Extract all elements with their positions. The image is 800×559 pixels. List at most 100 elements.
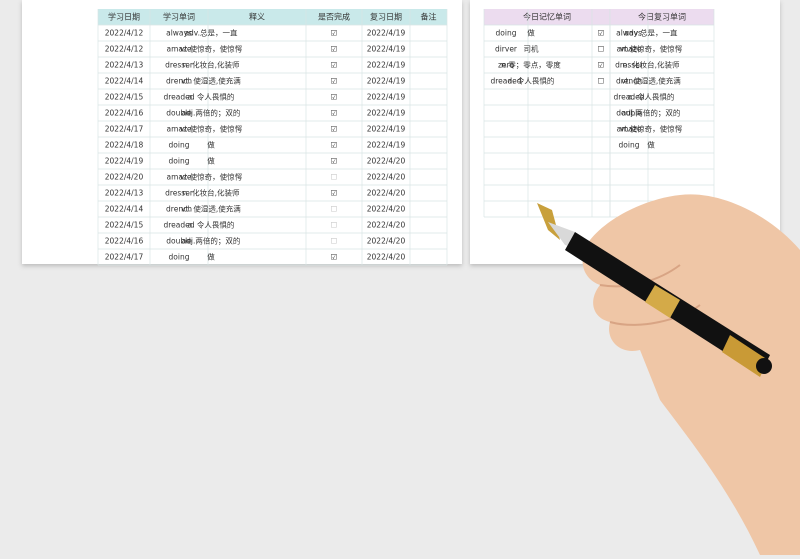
cell: 2022/4/13 — [105, 61, 144, 70]
cell: ☑ — [331, 77, 338, 86]
cell: n. 化妆台,化装师 — [183, 60, 240, 70]
cell: 2022/4/19 — [367, 45, 406, 54]
cell: ☑ — [598, 29, 605, 38]
cell: ☐ — [598, 45, 605, 54]
cell: adv.总是，一直 — [184, 28, 238, 38]
cell: ☑ — [331, 93, 338, 102]
cell: 2022/4/13 — [105, 189, 144, 198]
cell: 2022/4/20 — [367, 205, 406, 214]
cell: dresser — [165, 189, 194, 198]
cell: ☑ — [598, 61, 605, 70]
cell: ☑ — [331, 45, 338, 54]
cell: vt.使惊奇，使惊愕 — [180, 172, 243, 182]
header-bg — [484, 9, 610, 25]
cell: 2022/4/20 — [367, 237, 406, 246]
cell: drench — [616, 77, 642, 86]
cell: ☐ — [598, 77, 605, 86]
cell: double — [166, 109, 192, 118]
cell: n.零；零点，零度 — [501, 60, 561, 70]
cell: amaze — [616, 125, 641, 134]
cell: adj.两倍的；双的 — [622, 108, 681, 118]
cell: vt. 使湿透,使充满 — [181, 76, 241, 86]
cell: a. 令人畏惧的 — [188, 220, 235, 230]
cell: ☑ — [331, 157, 338, 166]
cell: 2022/4/19 — [367, 141, 406, 150]
hand-with-pen — [537, 194, 800, 555]
header-cell: 是否完成 — [318, 12, 350, 22]
cell: 2022/4/16 — [105, 237, 144, 246]
cell: doing — [169, 253, 190, 262]
cell: dreaded — [163, 93, 194, 102]
cell: doing — [496, 29, 517, 38]
cell: amaze — [166, 45, 191, 54]
cell: 2022/4/15 — [105, 93, 144, 102]
header-cell: 学习日期 — [108, 12, 140, 22]
cell: dresser — [165, 61, 194, 70]
header-cell: 复习日期 — [370, 12, 402, 22]
cell: dreaded — [613, 93, 644, 102]
cell: 2022/4/18 — [105, 141, 144, 150]
header-cell: 今日记忆单词 — [523, 12, 571, 22]
cell: always — [616, 29, 642, 38]
cell: 2022/4/14 — [105, 77, 144, 86]
cell: 2022/4/14 — [105, 205, 144, 214]
cell: dreaded — [163, 221, 194, 230]
cell: double — [166, 237, 192, 246]
cell: adj.两倍的；双的 — [182, 236, 241, 246]
header-cell: 备注 — [421, 12, 437, 22]
cell: dreaded — [490, 77, 521, 86]
cell: 2022/4/19 — [367, 109, 406, 118]
cell: ☑ — [331, 253, 338, 262]
cell: 司机 — [524, 44, 539, 54]
cell: n. 化妆台,化装师 — [183, 188, 240, 198]
cell: amaze — [616, 45, 641, 54]
cell: 做 — [647, 140, 655, 150]
cell: ☑ — [331, 125, 338, 134]
cell: vt. 使湿透,使充满 — [181, 204, 241, 214]
cell: vt.使惊奇，使惊愕 — [180, 124, 243, 134]
cell: a. 令人畏惧的 — [188, 92, 235, 102]
cell: doing — [169, 141, 190, 150]
cell: 2022/4/20 — [367, 189, 406, 198]
header-bg — [98, 9, 447, 25]
cell: ☐ — [331, 173, 338, 182]
cell: amaze — [166, 125, 191, 134]
cell: 2022/4/16 — [105, 109, 144, 118]
cell: adv.总是，一直 — [624, 28, 678, 38]
header-bg — [610, 9, 714, 25]
cell: 2022/4/19 — [105, 157, 144, 166]
cell: 2022/4/17 — [105, 125, 144, 134]
cell: 做 — [207, 252, 215, 262]
cell: ☐ — [331, 237, 338, 246]
cell: 2022/4/20 — [367, 173, 406, 182]
cell: dresser — [615, 61, 644, 70]
cell: doing — [169, 157, 190, 166]
cell: drench — [166, 205, 192, 214]
cell: 2022/4/20 — [367, 221, 406, 230]
cell: adj.两倍的；双的 — [182, 108, 241, 118]
cell: double — [616, 109, 642, 118]
cell: ☑ — [331, 61, 338, 70]
cell: dirver — [495, 45, 518, 54]
cell: ☐ — [331, 205, 338, 214]
cell: 2022/4/19 — [367, 77, 406, 86]
cell: vt.使惊奇，使惊愕 — [620, 44, 683, 54]
cell: vt. 使湿透,使充满 — [621, 76, 681, 86]
cell: 2022/4/17 — [105, 253, 144, 262]
cell: 2022/4/19 — [367, 29, 406, 38]
cell: ☑ — [331, 109, 338, 118]
cell: 2022/4/20 — [367, 253, 406, 262]
cell: amaze — [166, 173, 191, 182]
cell: 做 — [207, 140, 215, 150]
cell: ☑ — [331, 141, 338, 150]
cell: ☐ — [331, 221, 338, 230]
header-cell: 今日复习单词 — [638, 12, 686, 22]
header-cell: 学习单词 — [163, 12, 195, 22]
cell: 2022/4/19 — [367, 61, 406, 70]
cell: drench — [166, 77, 192, 86]
cell: ☑ — [331, 29, 338, 38]
cell: vt.使惊奇，使惊愕 — [180, 44, 243, 54]
cell: 做 — [207, 156, 215, 166]
cell: 2022/4/15 — [105, 221, 144, 230]
